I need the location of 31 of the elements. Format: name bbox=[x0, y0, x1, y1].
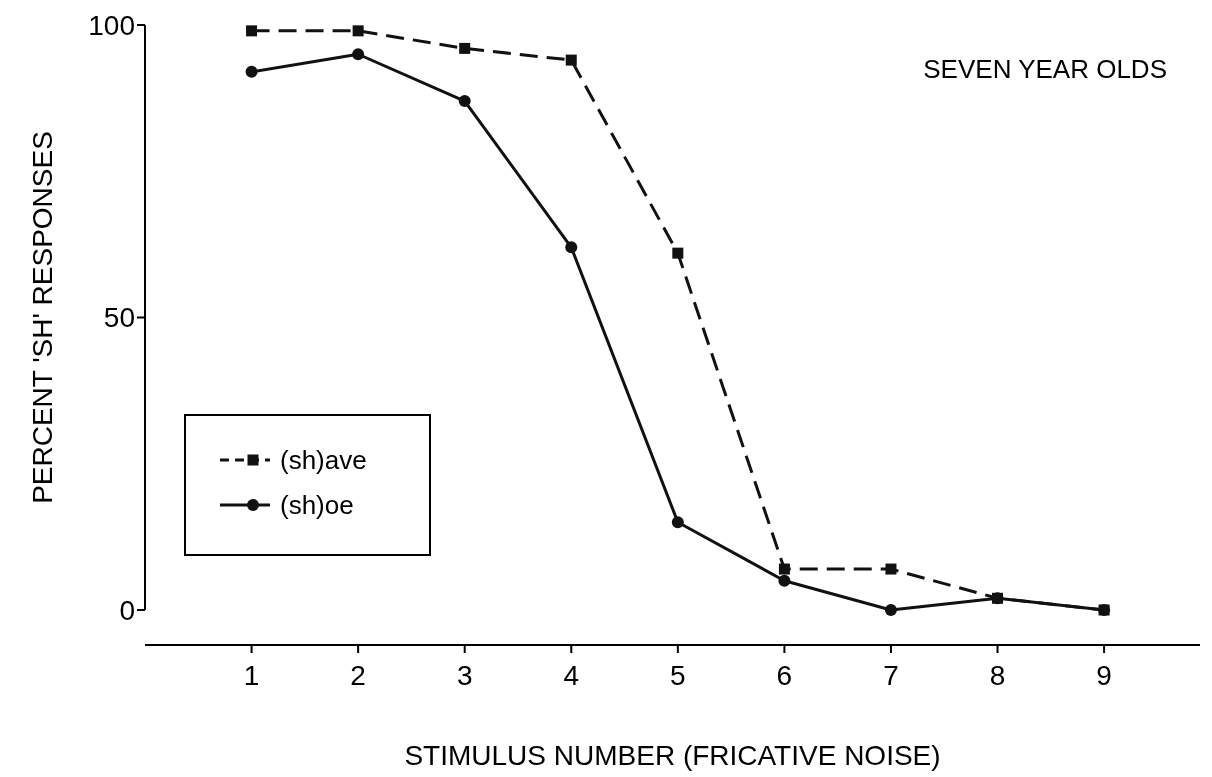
x-tick-label: 2 bbox=[350, 660, 366, 691]
y-tick-label: 100 bbox=[88, 9, 135, 41]
y-tick-label: 0 bbox=[119, 594, 135, 626]
point bbox=[245, 65, 258, 78]
point bbox=[671, 516, 684, 529]
x-tick-label: 4 bbox=[563, 660, 580, 691]
point bbox=[458, 95, 471, 108]
annotation: SEVEN YEAR OLDS bbox=[923, 54, 1167, 84]
point bbox=[565, 241, 578, 254]
x-axis-title: STIMULUS NUMBER (FRICATIVE NOISE) bbox=[404, 740, 941, 771]
y-tick-label: 50 bbox=[103, 302, 135, 334]
point bbox=[565, 54, 577, 66]
legend-label: (sh)ave bbox=[280, 445, 367, 476]
x-tick-label: 5 bbox=[670, 660, 686, 691]
x-tick-label: 9 bbox=[1096, 660, 1112, 691]
point bbox=[352, 25, 364, 37]
x-tick-label: 7 bbox=[883, 660, 899, 691]
point bbox=[778, 574, 791, 587]
point bbox=[672, 247, 684, 259]
point bbox=[885, 563, 897, 575]
y-axis-title: PERCENT 'SH' RESPONSES bbox=[27, 131, 58, 504]
point bbox=[352, 48, 365, 61]
legend-label: (sh)oe bbox=[280, 490, 354, 521]
x-tick-label: 1 bbox=[243, 660, 260, 691]
x-tick-label: 8 bbox=[989, 660, 1006, 691]
x-tick-label: 3 bbox=[456, 660, 473, 691]
x-tick-label: 6 bbox=[776, 660, 793, 691]
point bbox=[246, 25, 258, 37]
point bbox=[884, 604, 897, 616]
point bbox=[459, 42, 471, 54]
point bbox=[778, 563, 790, 575]
